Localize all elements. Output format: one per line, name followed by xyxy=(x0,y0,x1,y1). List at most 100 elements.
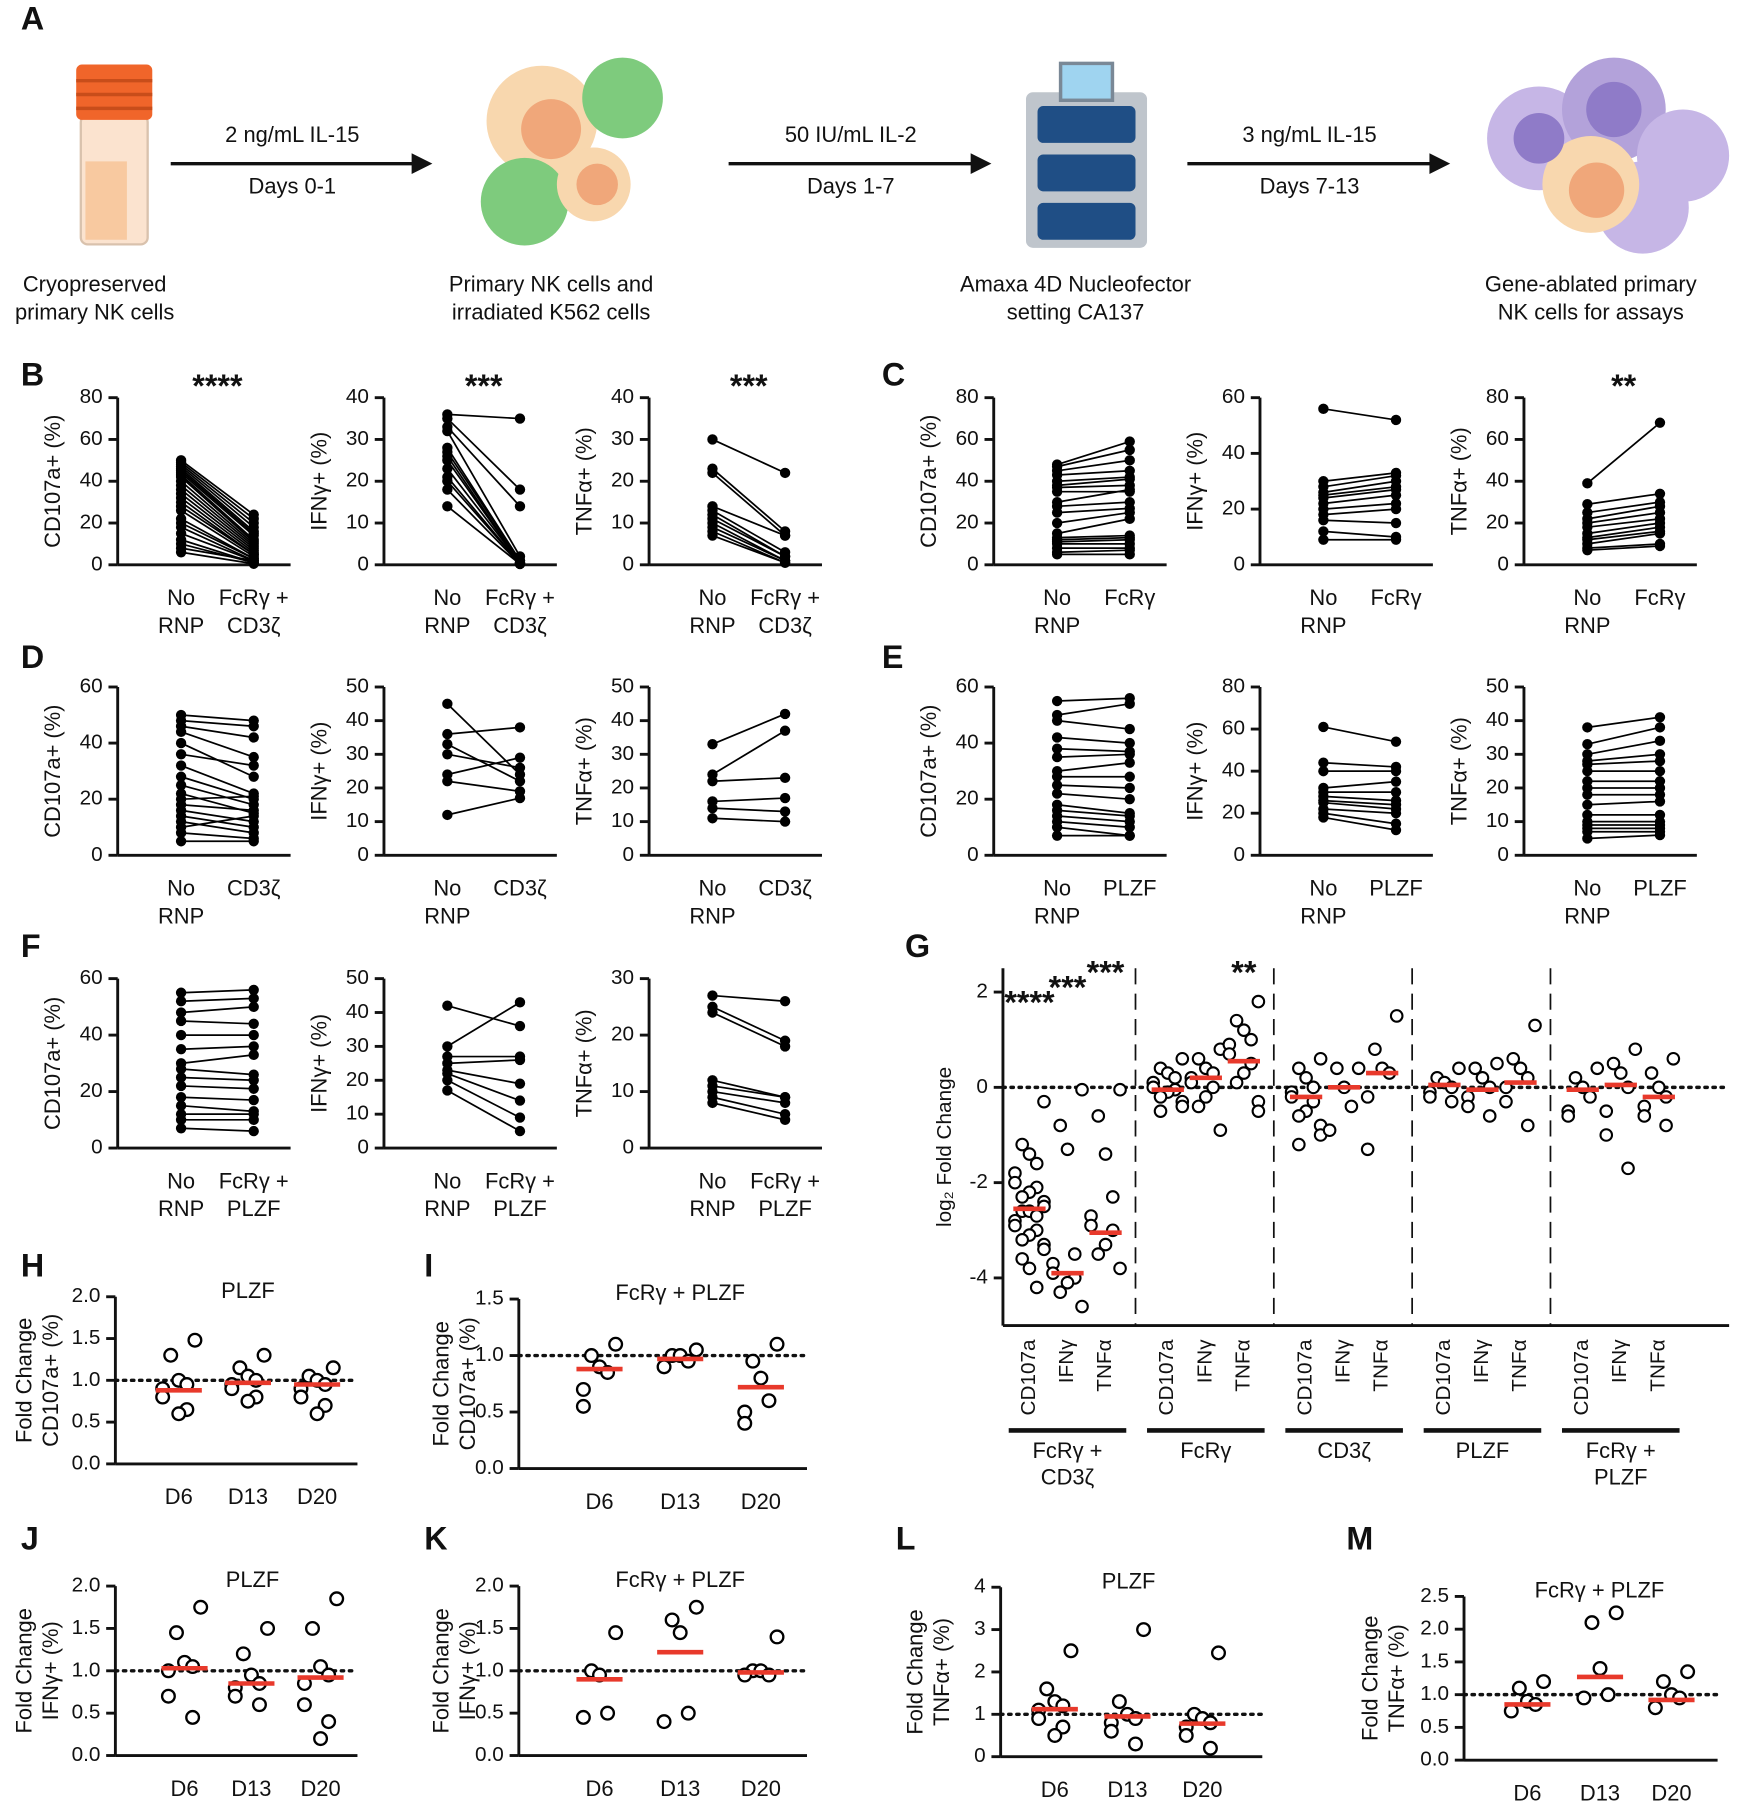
y-tick-label: 40 xyxy=(1486,708,1509,731)
group-label: FcRγ + xyxy=(1033,1438,1103,1463)
pair-line xyxy=(1587,526,1661,539)
x-tick-label: D6 xyxy=(1513,1780,1541,1805)
data-point xyxy=(248,1001,259,1013)
data-point xyxy=(1318,757,1329,768)
data-point xyxy=(248,771,259,782)
step-caption: NK cells for assays xyxy=(1498,299,1684,324)
data-point xyxy=(514,558,526,570)
data-point xyxy=(1153,1104,1168,1118)
panel-letter: I xyxy=(424,1247,433,1283)
pair-line xyxy=(712,1096,786,1116)
y-tick-label: 80 xyxy=(1486,385,1509,408)
pair-line xyxy=(1057,719,1130,730)
data-point xyxy=(1067,1247,1082,1261)
data-point xyxy=(514,1078,526,1089)
nucleofector-icon xyxy=(1026,61,1148,248)
arrow-head xyxy=(970,153,992,175)
pair-line xyxy=(712,713,786,746)
pair-line xyxy=(181,997,254,1003)
x-tick-label: RNP xyxy=(689,1196,735,1221)
data-point xyxy=(1318,812,1329,823)
panel-letter: G xyxy=(905,928,930,964)
data-point xyxy=(1444,1094,1459,1109)
y-tick-label: 60 xyxy=(956,674,979,697)
pair-line xyxy=(446,505,521,565)
pair-line xyxy=(712,1102,786,1121)
y-tick-label: 50 xyxy=(1486,674,1509,697)
y-tick-label: 0 xyxy=(623,552,635,575)
data-point xyxy=(442,698,453,710)
data-point xyxy=(1213,1123,1228,1138)
pair-line xyxy=(180,725,254,739)
data-point xyxy=(1506,1051,1521,1066)
pair-line xyxy=(181,803,254,812)
y-tick-label: 20 xyxy=(80,787,103,810)
edited-cells-icon xyxy=(1487,57,1730,254)
data-point xyxy=(1124,782,1135,794)
x-tick-label: FcRγ xyxy=(1104,585,1155,610)
data-point xyxy=(1237,1066,1251,1080)
data-point xyxy=(442,1000,453,1011)
x-tick-label: TNFα xyxy=(1370,1339,1393,1391)
data-point xyxy=(1051,715,1063,726)
x-tick-label: PLZF xyxy=(227,1196,281,1221)
data-point xyxy=(1211,1645,1226,1661)
data-point xyxy=(1582,544,1593,556)
y-tick-label: 2 xyxy=(976,980,988,1003)
y-axis-label: TNFα+ (%) xyxy=(571,427,596,535)
data-point xyxy=(1655,1674,1671,1690)
data-point xyxy=(175,1029,187,1041)
data-point xyxy=(442,455,453,466)
pair-line xyxy=(1057,549,1130,554)
pair-line xyxy=(181,1020,254,1025)
pair-line xyxy=(180,784,254,806)
data-point xyxy=(779,996,791,1007)
x-tick-label: CD3ζ xyxy=(758,613,812,638)
y-tick-label: 0.0 xyxy=(475,1456,504,1479)
y-axis-label: TNFα+ (%) xyxy=(571,717,596,825)
data-point xyxy=(779,772,791,784)
x-tick-label: TNFα xyxy=(1646,1339,1669,1391)
pair-line xyxy=(712,1006,786,1042)
arrow-label: Days 0-1 xyxy=(249,174,337,199)
data-point xyxy=(1063,1643,1079,1659)
group-label: CD3ζ xyxy=(1041,1465,1095,1490)
data-point xyxy=(1292,1137,1306,1152)
x-tick-label: PLZF xyxy=(1369,876,1423,901)
x-tick-label: RNP xyxy=(1300,613,1346,638)
pair-line xyxy=(1323,519,1397,524)
data-point xyxy=(1051,486,1063,497)
y-tick-label: 60 xyxy=(80,674,103,697)
data-point xyxy=(442,501,453,512)
pair-line xyxy=(180,476,255,543)
data-point xyxy=(175,1063,187,1075)
data-point xyxy=(1175,1051,1190,1066)
pair-line xyxy=(181,1104,254,1113)
data-point xyxy=(248,558,259,569)
data-point xyxy=(1128,1736,1143,1752)
data-point xyxy=(779,816,791,827)
data-point xyxy=(1654,488,1666,499)
data-point xyxy=(1513,1061,1528,1076)
panel-letter: D xyxy=(21,639,44,675)
data-point xyxy=(1124,749,1135,760)
data-point xyxy=(1051,517,1063,529)
data-point xyxy=(248,751,259,763)
x-tick-label: RNP xyxy=(424,613,470,638)
y-axis-label: IFNγ+ (%) xyxy=(306,432,331,531)
pair-line xyxy=(1587,545,1661,552)
data-point xyxy=(707,1007,718,1018)
y-axis-label: TNFα+ (%) xyxy=(1446,427,1471,535)
y-tick-label: 80 xyxy=(956,385,979,408)
data-point xyxy=(1124,455,1135,466)
pair-line xyxy=(1587,726,1661,746)
data-point xyxy=(1037,1094,1051,1109)
data-point xyxy=(175,1015,187,1027)
pair-line xyxy=(181,1085,254,1090)
x-tick-label: D13 xyxy=(660,1776,700,1801)
data-point xyxy=(575,1709,591,1725)
pair-line xyxy=(180,480,255,545)
pair-line xyxy=(1056,449,1130,468)
pair-line xyxy=(181,1045,254,1051)
y-axis-label: TNFα+ (%) xyxy=(1446,717,1471,825)
